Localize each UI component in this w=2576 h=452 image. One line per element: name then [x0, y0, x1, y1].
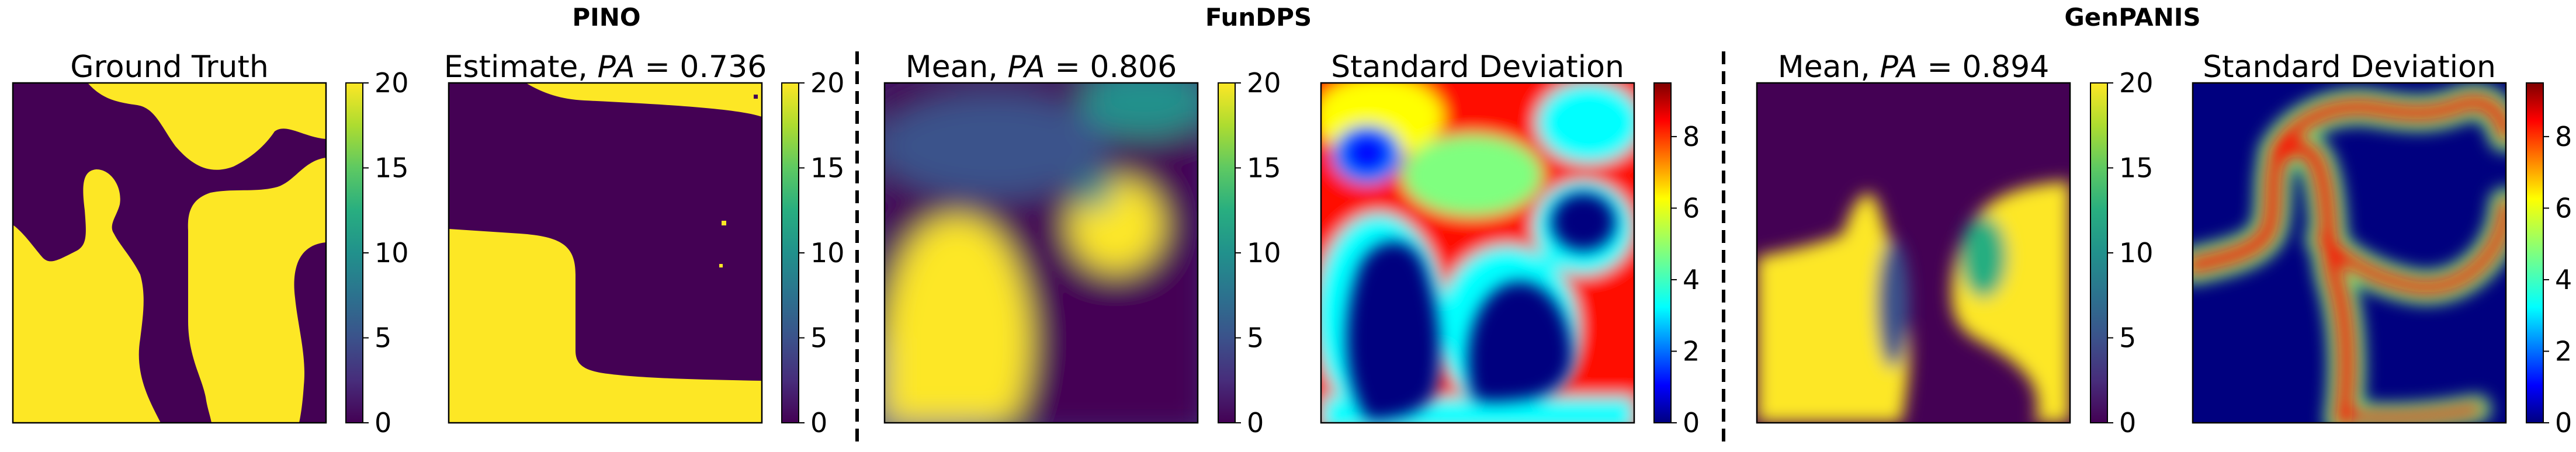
colorbar-tick-label: 0: [375, 407, 391, 439]
colorbar-tick-label: 15: [2119, 152, 2154, 184]
group-title-pino: PINO: [572, 3, 640, 32]
colorbar-tick-label: 20: [1247, 67, 1281, 99]
colorbar-tick-label: 2: [1683, 335, 1700, 367]
colorbar-tick-label: 5: [1247, 322, 1264, 354]
colorbar-tick-label: 15: [375, 152, 409, 184]
panel-title-genpanis-mean: Mean, PA = 0.894: [1778, 50, 2050, 85]
colorbar-tick-label: 6: [2555, 192, 2572, 224]
colorbar-tick-label: 0: [2555, 407, 2572, 439]
colorbar-tick-label: 2: [2555, 335, 2572, 367]
group-title-genpanis: GenPANIS: [2064, 3, 2200, 32]
panel-title-genpanis-std: Standard Deviation: [2203, 50, 2496, 85]
colorbar-tick-label: 20: [375, 67, 409, 99]
group-title-fundps: FunDPS: [1205, 3, 1312, 32]
colorbar-tick-label: 15: [810, 152, 845, 184]
colorbar-tick-label: 4: [1683, 264, 1700, 295]
colorbar-tick-label: 0: [1247, 407, 1264, 439]
panel-title-fundps-std: Standard Deviation: [1331, 50, 1624, 85]
colorbar-tick-label: 15: [1247, 152, 1281, 184]
colorbar-tick-label: 10: [810, 237, 845, 269]
heatmap-pino-estimate: [449, 83, 762, 423]
colorbar-tick-label: 20: [2119, 67, 2154, 99]
colorbar-tick-label: 10: [1247, 237, 1281, 269]
heatmap-fundps-std: [1321, 83, 1634, 423]
colorbar-tick-label: 4: [2555, 264, 2572, 295]
colorbar-5: [2090, 82, 2108, 423]
colorbar-tick-label: 10: [2119, 237, 2154, 269]
colorbar-2: [781, 82, 799, 423]
heatmap-genpanis-mean: [1757, 83, 2070, 423]
panel-title-ground-truth: Ground Truth: [70, 50, 269, 85]
heatmap-genpanis-std: [2193, 83, 2506, 423]
colorbar-tick-label: 8: [2555, 121, 2572, 152]
colorbar-4: [1653, 82, 1672, 423]
colorbar-6: [2526, 82, 2544, 423]
colorbar-tick-label: 6: [1683, 192, 1700, 224]
colorbar-tick-label: 10: [375, 237, 409, 269]
colorbar-1: [345, 82, 363, 423]
panel-title-fundps-mean: Mean, PA = 0.806: [906, 50, 1177, 85]
colorbar-tick-label: 20: [810, 67, 845, 99]
colorbar-tick-label: 8: [1683, 121, 1700, 152]
colorbar-tick-label: 0: [2119, 407, 2136, 439]
heatmap-ground-truth: [13, 83, 326, 423]
colorbar-tick-label: 0: [810, 407, 827, 439]
colorbar-3: [1218, 82, 1236, 423]
panel-title-pino-estimate: Estimate, PA = 0.736: [444, 50, 767, 85]
colorbar-tick-label: 5: [375, 322, 391, 354]
colorbar-tick-label: 5: [2119, 322, 2136, 354]
colorbar-tick-label: 5: [810, 322, 827, 354]
colorbar-tick-label: 0: [1683, 407, 1700, 439]
heatmap-fundps-mean: [885, 83, 1198, 423]
